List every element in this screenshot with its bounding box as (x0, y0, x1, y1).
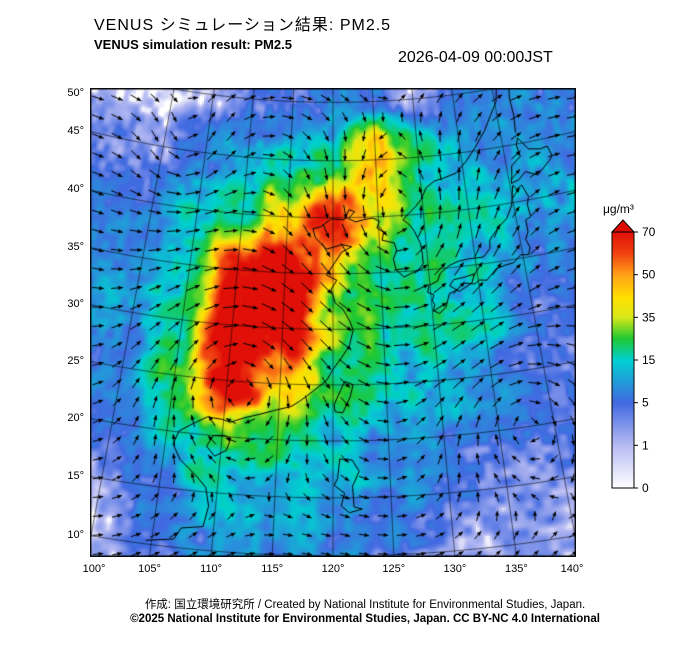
lon-tick-label: 140° (560, 563, 584, 575)
colorbar-tick-label: 50 (642, 268, 656, 282)
lon-tick-label: 115° (261, 563, 284, 575)
lat-tick-label: 15° (67, 469, 84, 482)
lon-tick-label: 110° (200, 563, 223, 575)
lat-tick-label: 30° (67, 297, 84, 310)
colorbar-gradient (611, 231, 635, 489)
lon-tick-label: 125° (382, 563, 406, 575)
timestamp: 2026-04-09 00:00JST (398, 49, 553, 66)
lat-tick-label: 45° (67, 124, 84, 137)
copyright-line: ©2025 National Institute for Environment… (130, 613, 600, 625)
lon-tick-label: 130° (443, 563, 467, 575)
lat-tick-label: 20° (67, 411, 84, 424)
lon-tick-label: 135° (505, 563, 528, 575)
lat-tick-label: 35° (67, 240, 84, 253)
lon-tick-label: 120° (321, 563, 345, 575)
lat-tick-label: 25° (67, 354, 84, 367)
lon-tick-label: 105° (138, 563, 161, 575)
credit-line: 作成: 国立環境研究所 / Created by National Instit… (144, 599, 586, 611)
page-title-english: VENUS simulation result: PM2.5 (94, 37, 292, 52)
colorbar-tick-label: 5 (642, 396, 649, 410)
colorbar-tick-label: 0 (642, 481, 649, 495)
colorbar-overflow-cap (610, 219, 636, 233)
colorbar-tick-label: 15 (642, 353, 656, 367)
colorbar-tick-label: 35 (642, 310, 656, 324)
lat-tick-label: 40° (67, 183, 84, 196)
colorbar-tick-label: 70 (642, 225, 656, 239)
page-title-japanese: VENUS シミュレーション結果: PM2.5 (94, 17, 392, 34)
lat-tick-label: 10° (67, 528, 84, 541)
colorbar-tick-label: 1 (642, 438, 649, 452)
lat-tick-label: 50° (67, 87, 84, 99)
pm25-map-canvas (90, 88, 576, 557)
colorbar-units-label: μg/m³ (603, 202, 634, 216)
lon-tick-label: 100° (82, 563, 106, 575)
